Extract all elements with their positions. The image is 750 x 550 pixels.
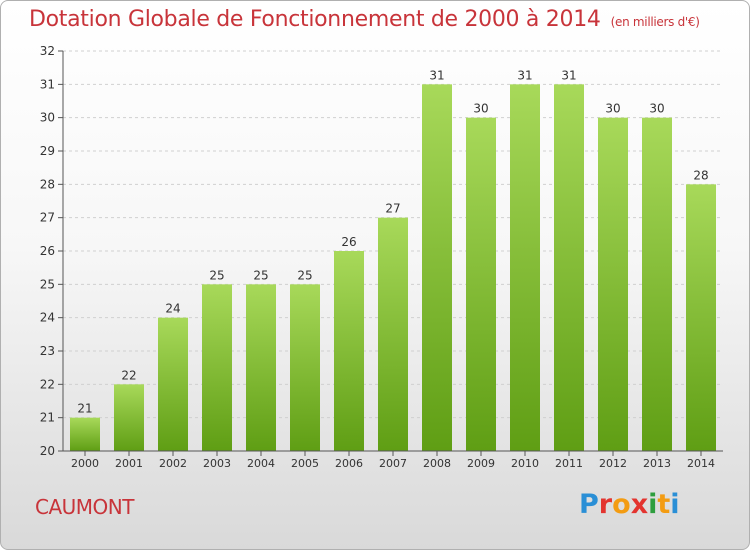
- y-tick-label: 22: [40, 377, 55, 391]
- logo-letter: o: [612, 489, 631, 520]
- bar-value-label: 30: [473, 102, 488, 116]
- x-tick-label: 2000: [71, 457, 99, 470]
- bars: 21 22 24 25 25 25 26 27 31 30 31 31 30 30 28: [70, 68, 716, 452]
- proxiti-logo[interactable]: Proxiti: [579, 489, 680, 520]
- bar-value-label: 31: [561, 68, 576, 82]
- bar[interactable]: [114, 384, 144, 451]
- chart-unit-note: (en milliers d'€): [610, 15, 700, 29]
- chart-title: Dotation Globale de Fonctionnement de 20…: [29, 7, 700, 32]
- y-tick-label: 20: [40, 444, 55, 458]
- axes: 20 21 22 23 24 25 26 27 28 29 30 31 32 2000 2001 2002 20…: [40, 44, 723, 470]
- bar-value-label: 24: [165, 302, 180, 316]
- logo-letter: t: [657, 489, 671, 520]
- logo-letter: P: [579, 489, 599, 520]
- bar[interactable]: [290, 284, 320, 451]
- bar-value-label: 31: [517, 68, 532, 82]
- bar[interactable]: [70, 417, 100, 451]
- x-tick-label: 2010: [511, 457, 539, 470]
- y-tick-label: 23: [40, 344, 55, 358]
- bar[interactable]: [598, 117, 628, 452]
- x-tick-label: 2002: [159, 457, 187, 470]
- bar-value-label: 30: [649, 102, 664, 116]
- x-tick-label: 2014: [687, 457, 715, 470]
- bar-value-label: 25: [209, 268, 224, 282]
- y-tick-label: 31: [40, 77, 55, 91]
- y-tick-label: 27: [40, 211, 55, 225]
- x-tick-label: 2003: [203, 457, 231, 470]
- x-tick-label: 2007: [379, 457, 407, 470]
- bar[interactable]: [246, 284, 276, 451]
- bar[interactable]: [510, 84, 540, 451]
- bar[interactable]: [422, 84, 452, 451]
- bar[interactable]: [378, 217, 408, 451]
- y-tick-label: 32: [40, 44, 55, 58]
- x-tick-label: 2005: [291, 457, 319, 470]
- bar[interactable]: [202, 284, 232, 451]
- x-tick-label: 2011: [555, 457, 583, 470]
- x-tick-label: 2009: [467, 457, 495, 470]
- bar[interactable]: [686, 184, 716, 452]
- bar-value-label: 28: [693, 168, 708, 182]
- bar[interactable]: [642, 117, 672, 452]
- x-tick-label: 2013: [643, 457, 671, 470]
- bar-value-label: 26: [341, 235, 356, 249]
- logo-letter: r: [598, 489, 613, 520]
- logo-letter: i: [648, 489, 658, 520]
- bar[interactable]: [554, 84, 584, 451]
- bar[interactable]: [158, 317, 188, 451]
- chart-title-text: Dotation Globale de Fonctionnement de 20…: [29, 7, 601, 32]
- y-tick-label: 24: [40, 311, 55, 325]
- bar[interactable]: [466, 117, 496, 452]
- bar-value-label: 30: [605, 102, 620, 116]
- logo-letter: x: [630, 489, 649, 520]
- y-tick-label: 26: [40, 244, 55, 258]
- x-tick-label: 2012: [599, 457, 627, 470]
- x-tick-label: 2004: [247, 457, 275, 470]
- y-tick-label: 25: [40, 277, 55, 291]
- y-tick-label: 28: [40, 177, 55, 191]
- bar-value-label: 21: [77, 402, 92, 416]
- y-tick-label: 30: [40, 111, 55, 125]
- x-tick-label: 2001: [115, 457, 143, 470]
- y-tick-label: 29: [40, 144, 55, 158]
- x-tick-label: 2008: [423, 457, 451, 470]
- bar-value-label: 27: [385, 202, 400, 216]
- y-tick-label: 21: [40, 411, 55, 425]
- bar[interactable]: [334, 251, 364, 451]
- bar-value-label: 25: [253, 268, 268, 282]
- x-tick-label: 2006: [335, 457, 363, 470]
- place-name: CAUMONT: [35, 495, 134, 519]
- bar-value-label: 25: [297, 268, 312, 282]
- bar-value-label: 22: [121, 368, 136, 382]
- bar-value-label: 31: [429, 68, 444, 82]
- logo-letter: i: [670, 489, 680, 520]
